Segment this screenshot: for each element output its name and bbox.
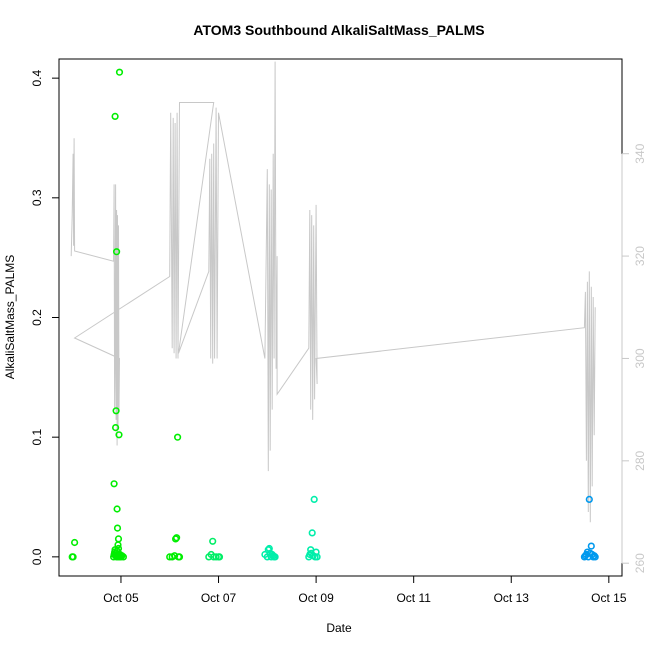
data-point	[173, 534, 181, 542]
x-axis: Oct 05 Oct 07 Oct 09 Oct 11 Oct 13 Oct 15	[103, 575, 627, 605]
data-point	[115, 68, 124, 76]
data-point	[209, 537, 217, 545]
data-point	[113, 524, 122, 532]
data-point	[114, 535, 123, 543]
y-tick-label: 0.1	[30, 429, 44, 446]
data-point	[591, 553, 599, 561]
x-tick-label: Oct 07	[201, 591, 237, 605]
scatter-point-layer	[68, 68, 599, 561]
data-point	[111, 424, 120, 432]
y2-tick-label: 260	[633, 553, 647, 573]
y-tick-label: 0.4	[30, 69, 44, 86]
y-axis: 0.0 0.1 0.2 0.3 0.4	[30, 69, 60, 565]
x-tick-label: Oct 11	[396, 591, 431, 605]
data-point	[175, 553, 184, 561]
y-tick-label: 0.0	[30, 548, 44, 565]
data-point	[212, 553, 220, 561]
y-tick-label: 0.3	[30, 189, 44, 206]
x-tick-label: Oct 05	[103, 591, 139, 605]
secondary-line-layer	[70, 61, 596, 523]
data-point	[114, 541, 122, 549]
y2-tick-label: 280	[633, 450, 647, 470]
data-point	[585, 495, 593, 504]
data-point	[111, 112, 119, 120]
data-point	[70, 538, 79, 547]
x-tick-label: Oct 09	[298, 591, 334, 605]
data-point	[308, 529, 316, 537]
plot-frame	[58, 58, 623, 577]
series-line-0	[70, 61, 596, 523]
data-point	[313, 553, 321, 561]
data-point	[587, 542, 595, 550]
data-point	[113, 505, 121, 513]
data-point	[112, 407, 120, 415]
data-point	[110, 480, 118, 488]
data-point	[119, 553, 127, 561]
x-tick-label: Oct 13	[494, 591, 530, 605]
x-axis-label: Date	[326, 621, 352, 635]
data-point	[215, 553, 224, 561]
x-tick-label: Oct 15	[591, 591, 627, 605]
y2-tick-label: 320	[633, 246, 647, 266]
y2-tick-label: 300	[633, 348, 647, 368]
chart-title: ATOM3 Southbound AlkaliSaltMass_PALMS	[193, 22, 484, 38]
data-point	[310, 495, 318, 504]
data-point	[115, 431, 123, 439]
y-tick-label: 0.2	[30, 309, 44, 326]
data-point	[112, 248, 121, 256]
y2-tick-label: 340	[633, 143, 647, 163]
y2-axis: 260 280 300 320 340	[621, 143, 647, 573]
data-point	[69, 553, 77, 561]
data-point	[174, 433, 182, 441]
data-point	[271, 553, 279, 561]
y-axis-label: AlkaliSaltMass_PALMS	[3, 255, 17, 380]
